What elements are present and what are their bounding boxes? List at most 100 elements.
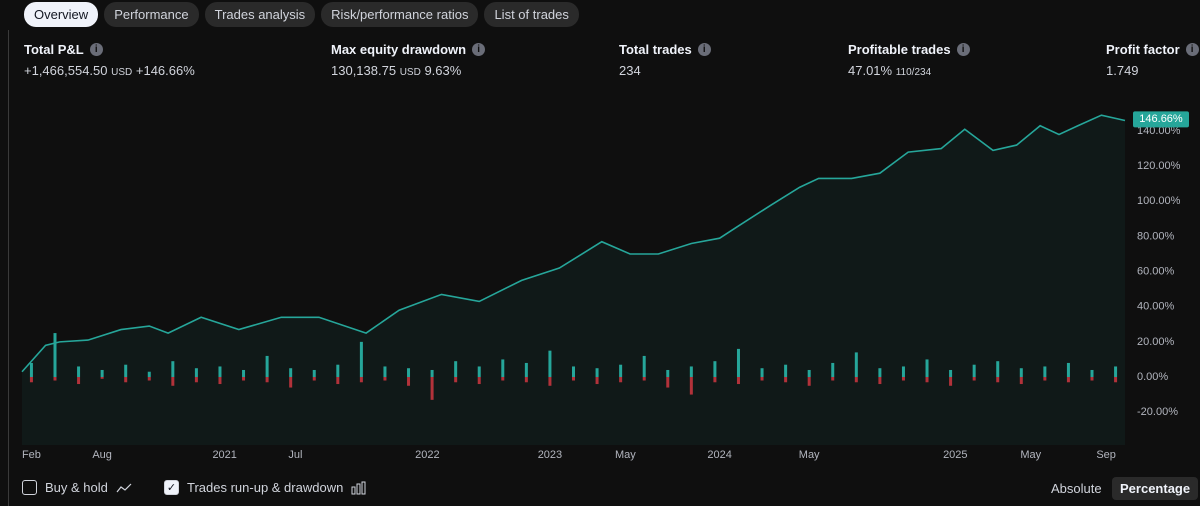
checkbox[interactable] xyxy=(22,480,37,495)
drawdown-bar xyxy=(784,377,788,383)
runup-bar xyxy=(1090,369,1094,378)
drawdown-bar xyxy=(925,377,929,383)
x-tick-label: 2023 xyxy=(538,449,562,461)
metric-label: Profitable trades xyxy=(848,42,951,57)
metric-label: Total P&L xyxy=(24,42,84,57)
runup-bar xyxy=(713,361,717,378)
drawdown-bar xyxy=(265,377,269,383)
y-tick-label: 80.00% xyxy=(1137,230,1175,242)
current-label: 146.66% xyxy=(1139,113,1183,125)
y-tick-label: 40.00% xyxy=(1137,301,1175,313)
drawdown-bar xyxy=(619,377,623,383)
current-badge xyxy=(1133,111,1189,128)
tab[interactable]: Overview xyxy=(24,2,99,27)
mode-button[interactable]: Absolute xyxy=(1051,481,1102,496)
y-tick-label: 20.00% xyxy=(1137,336,1175,348)
runup-bar xyxy=(77,366,81,378)
info-icon[interactable]: i xyxy=(1185,43,1199,56)
tab[interactable]: Trades analysis xyxy=(204,2,316,27)
drawdown-bar xyxy=(336,377,340,385)
drawdown-bar xyxy=(807,377,811,386)
x-tick-label: Sep xyxy=(1096,449,1116,461)
runup-bar xyxy=(666,369,670,378)
drawdown-bar xyxy=(1114,377,1118,383)
equity-line xyxy=(21,114,1126,373)
y-tick-label: 120.00% xyxy=(1137,160,1181,172)
drawdown-bar xyxy=(29,377,33,383)
drawdown-bar xyxy=(572,377,575,381)
drawdown-bar xyxy=(454,377,458,383)
runup-bar xyxy=(878,368,882,378)
drawdown-bar xyxy=(524,377,528,383)
runup-bar xyxy=(477,366,481,378)
drawdown-bar xyxy=(312,377,316,381)
info-icon[interactable]: i xyxy=(697,43,711,56)
buy-hold-toggle[interactable]: Buy & hold xyxy=(22,480,132,495)
runup-bar xyxy=(53,333,57,378)
drawdown-bar xyxy=(124,377,128,383)
metric: Max equity drawdown i 130,138.75 USD 9.63… xyxy=(331,42,486,78)
mode-button[interactable]: Percentage xyxy=(1112,477,1199,500)
runup-bar xyxy=(1114,366,1118,378)
x-tick-label: Jul xyxy=(288,449,302,461)
divider xyxy=(8,30,9,506)
tab[interactable]: Performance xyxy=(104,2,199,27)
metric-label: Profit factor xyxy=(1106,42,1180,57)
metric: Profitable trades i 47.01% 110/234 xyxy=(848,42,970,78)
metric-value: +1,466,554.50 xyxy=(24,63,108,78)
runup-bar xyxy=(407,368,411,378)
runup-bar xyxy=(383,366,387,378)
drawdown-bar xyxy=(100,377,104,379)
x-tick-label: Aug xyxy=(92,449,112,461)
info-icon[interactable]: i xyxy=(89,43,103,56)
runup-bar xyxy=(336,364,340,378)
metric-value: 47.01% xyxy=(848,63,893,78)
drawdown-bar xyxy=(972,377,976,381)
runup-bar xyxy=(854,352,858,378)
drawdown-bar xyxy=(194,377,198,383)
drawdown-bar xyxy=(595,377,599,385)
y-tick-label: 60.00% xyxy=(1137,265,1175,277)
x-tick-label: 2021 xyxy=(212,449,236,461)
drawdown-bar xyxy=(171,377,175,386)
runup-bar xyxy=(29,362,33,378)
drawdown-bar xyxy=(218,377,222,385)
drawdown-bar xyxy=(949,377,953,386)
toggle-label: Buy & hold xyxy=(45,480,108,495)
icon xyxy=(116,483,132,492)
checkbox[interactable]: ✓ xyxy=(164,480,179,495)
drawdown-bar xyxy=(642,377,646,381)
runup-bar xyxy=(642,355,646,378)
metric-value: 1.749 xyxy=(1106,63,1139,78)
runup-toggle[interactable]: ✓ Trades run-up & drawdown xyxy=(164,480,367,495)
drawdown-bar xyxy=(289,377,293,388)
x-tick-label: May xyxy=(1020,449,1041,461)
runup-bar xyxy=(312,369,316,378)
drawdown-bar xyxy=(713,377,717,383)
drawdown-bar xyxy=(901,377,905,381)
drawdown-bar xyxy=(854,377,858,383)
runup-bar xyxy=(925,359,929,378)
metric-unit: USD xyxy=(111,67,133,78)
drawdown-bar xyxy=(359,377,363,383)
tab[interactable]: Risk/performance ratios xyxy=(321,2,479,27)
runup-bar xyxy=(972,364,976,378)
metric: Total P&L i +1,466,554.50 USD +146.66% xyxy=(24,42,195,78)
x-tick-label: 2024 xyxy=(707,449,731,461)
runup-bar xyxy=(242,369,246,378)
tab[interactable]: List of trades xyxy=(484,2,579,27)
drawdown-bar xyxy=(477,377,481,385)
drawdown-bar xyxy=(1043,377,1047,381)
drawdown-bar xyxy=(430,377,434,400)
metric: Total trades i 234 xyxy=(619,42,711,78)
runup-bar xyxy=(689,366,693,378)
runup-bar xyxy=(359,341,363,378)
info-icon[interactable]: i xyxy=(472,43,486,56)
metric: Profit factor i 1.749 xyxy=(1106,42,1199,78)
info-icon[interactable]: i xyxy=(956,43,970,56)
drawdown-bar xyxy=(383,377,387,381)
metric-extra: 110/234 xyxy=(895,67,932,78)
drawdown-bar xyxy=(407,377,411,386)
runup-bar xyxy=(807,369,811,378)
metric-value: 234 xyxy=(619,63,641,78)
